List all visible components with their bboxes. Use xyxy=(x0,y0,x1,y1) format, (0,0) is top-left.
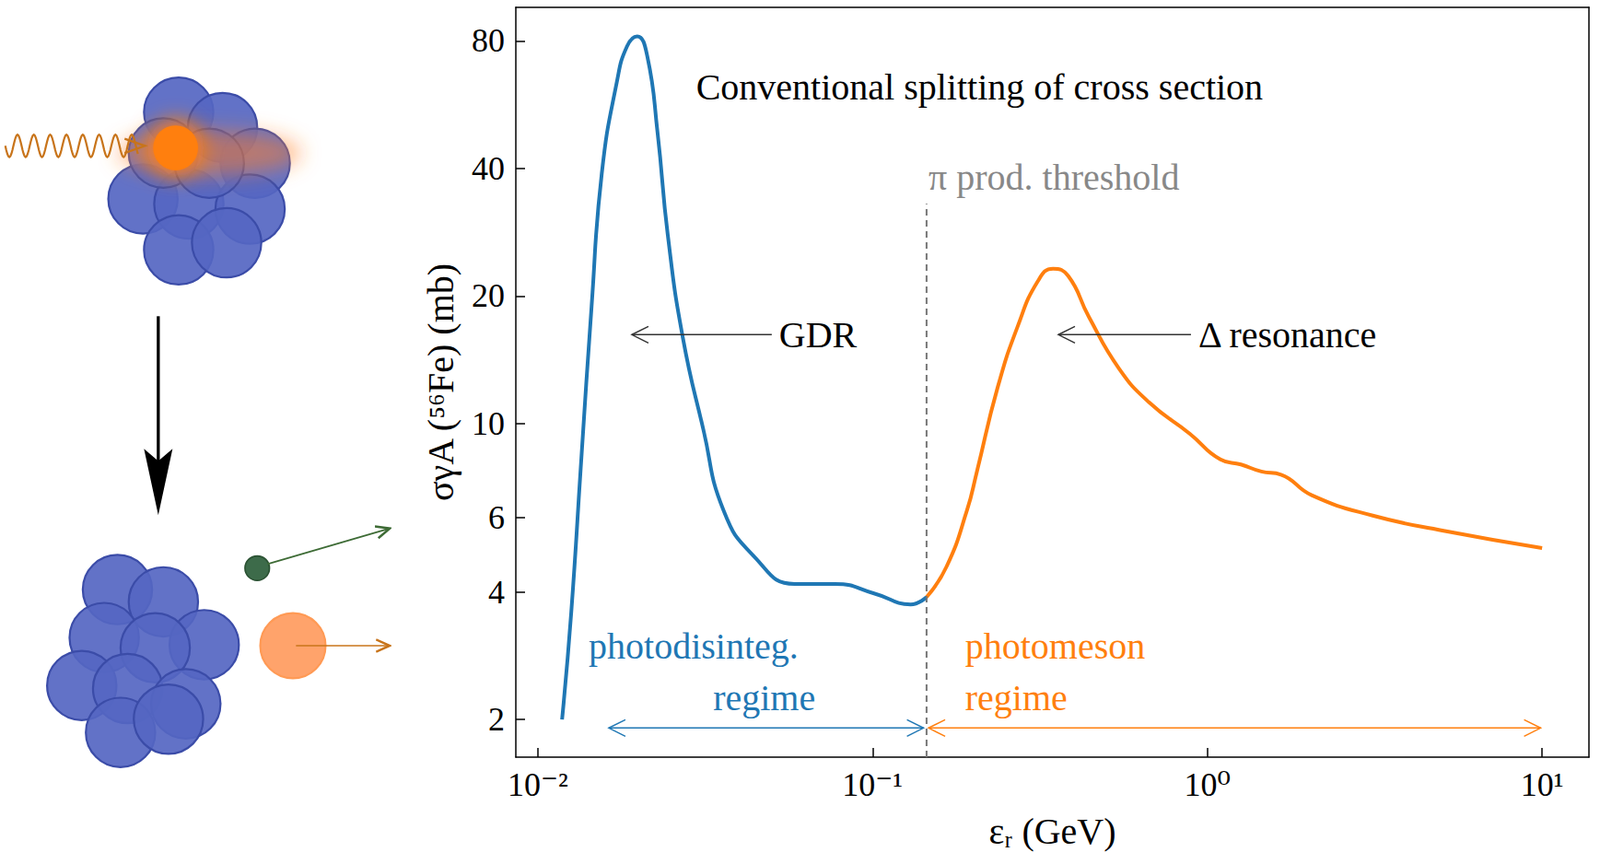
svg-text:10¹: 10¹ xyxy=(1520,766,1565,804)
svg-text:π prod. threshold: π prod. threshold xyxy=(928,156,1180,199)
svg-text:20: 20 xyxy=(471,277,505,315)
svg-text:6: 6 xyxy=(488,499,505,537)
svg-text:10: 10 xyxy=(471,405,505,443)
svg-text:εᵣ (GeV): εᵣ (GeV) xyxy=(988,810,1116,853)
svg-text:80: 80 xyxy=(471,22,505,59)
svg-text:GDR: GDR xyxy=(779,314,858,356)
svg-text:photomeson: photomeson xyxy=(965,625,1146,667)
svg-text:σγA (⁵⁶Fe) (mb): σγA (⁵⁶Fe) (mb) xyxy=(420,263,462,502)
svg-text:10⁰: 10⁰ xyxy=(1183,766,1230,804)
svg-text:Conventional splitting of cros: Conventional splitting of cross section xyxy=(696,66,1264,108)
svg-text:10⁻¹: 10⁻¹ xyxy=(841,766,903,804)
svg-text:40: 40 xyxy=(471,150,505,187)
svg-text:regime: regime xyxy=(965,677,1068,719)
svg-text:Δ resonance: Δ resonance xyxy=(1198,314,1377,356)
svg-text:10⁻²: 10⁻² xyxy=(507,766,569,804)
svg-text:regime: regime xyxy=(712,677,816,719)
svg-text:4: 4 xyxy=(488,573,505,611)
svg-text:photodisinteg.: photodisinteg. xyxy=(588,625,799,667)
svg-text:2: 2 xyxy=(488,700,505,738)
